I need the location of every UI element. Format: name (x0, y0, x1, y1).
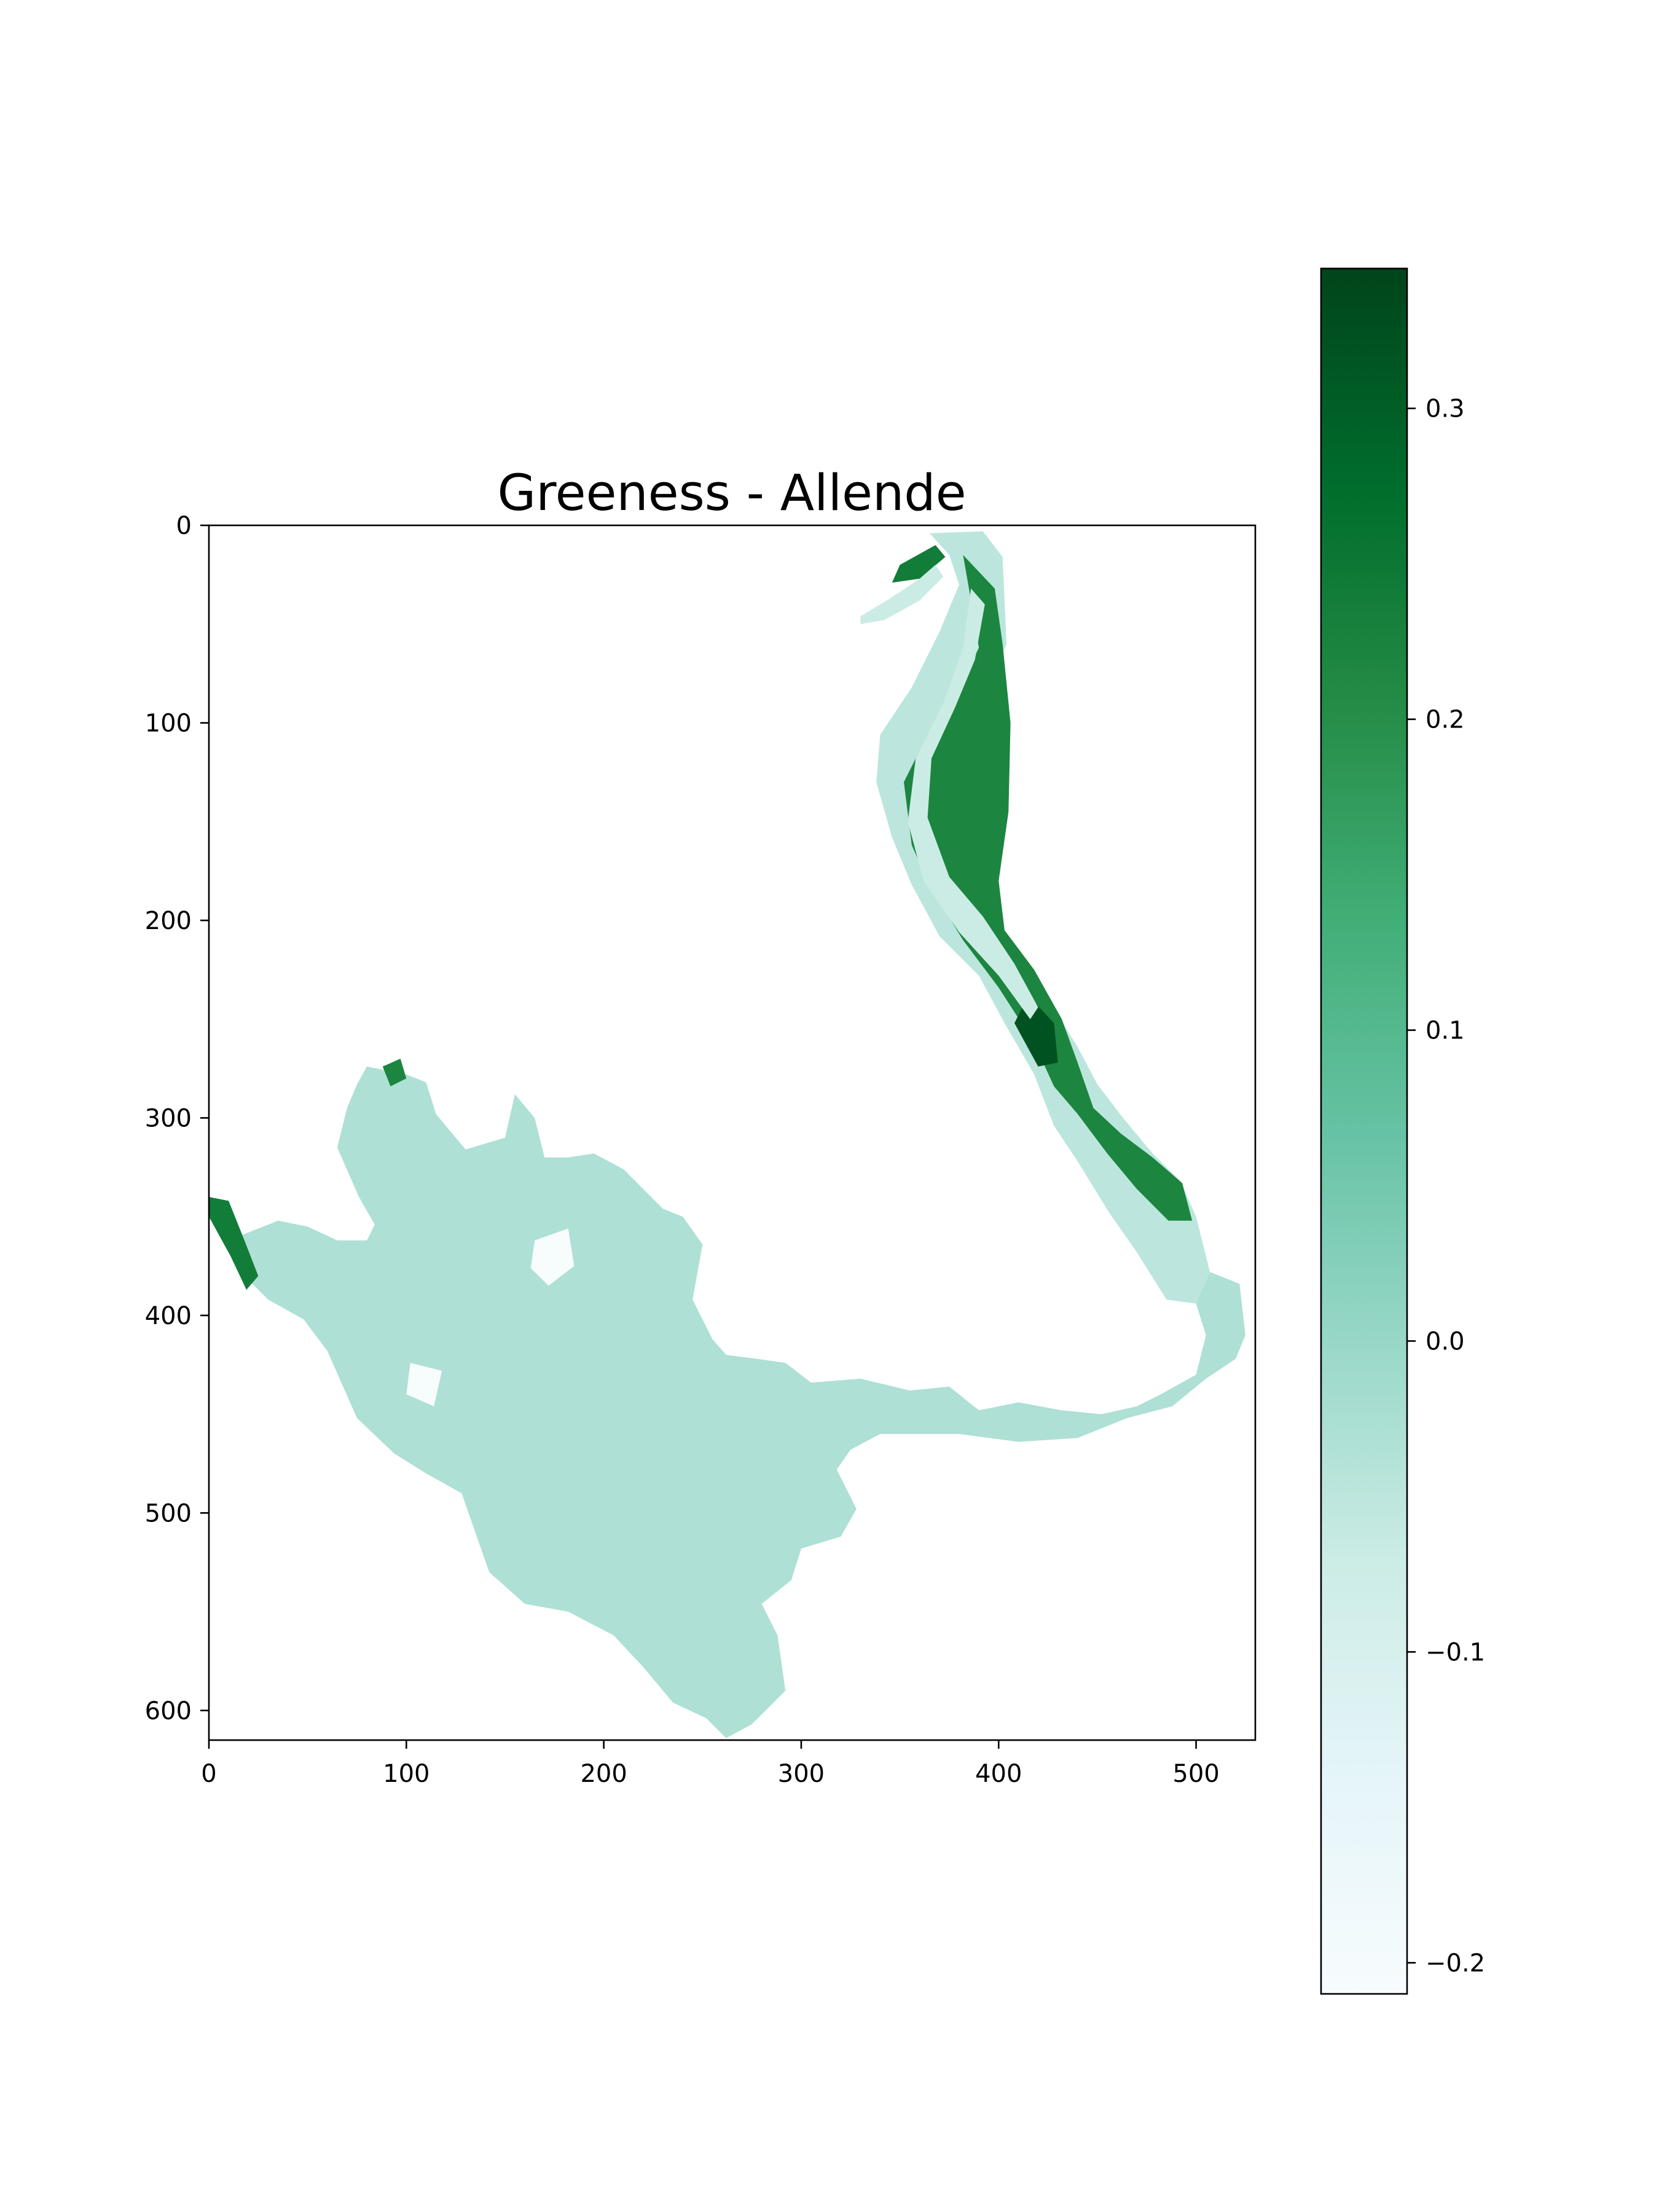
reservoir-body (229, 1066, 1245, 1738)
y-tick-label: 200 (145, 907, 192, 935)
y-tick-label: 500 (145, 1499, 192, 1528)
upper-left-light-strip (860, 565, 944, 624)
colorbar-tick-label: −0.1 (1426, 1638, 1485, 1666)
colorbar-axis: −0.2 −0.1 0.0 0.1 0.2 0.3 (1407, 395, 1485, 1977)
x-tick-label: 300 (778, 1760, 825, 1788)
left-edge-vegetation (209, 1197, 259, 1290)
x-tick-label: 200 (580, 1760, 627, 1788)
heatmap-regions (209, 531, 1245, 1738)
x-tick-label: 100 (383, 1760, 429, 1788)
colorbar-tick-label: 0.1 (1426, 1017, 1465, 1045)
y-tick-label: 400 (145, 1302, 192, 1330)
colorbar-tick-label: 0.0 (1426, 1328, 1465, 1356)
upper-wetland (904, 555, 1193, 1221)
y-tick-label: 0 (176, 512, 192, 540)
y-tick-label: 100 (145, 709, 192, 737)
river-inner-channel (908, 588, 1038, 1019)
reservoir-dry-patch-a (530, 1228, 575, 1286)
left-top-vegetation (382, 1059, 407, 1086)
x-tick-label: 500 (1172, 1760, 1219, 1788)
y-axis: 0 100 200 300 400 500 600 (145, 512, 209, 1725)
y-tick-label: 300 (145, 1104, 192, 1132)
chart-title: Greeness - Allende (497, 465, 966, 522)
colorbar-tick-label: 0.3 (1426, 395, 1465, 423)
colorbar-frame (1320, 267, 1408, 1995)
y-tick-label: 600 (145, 1697, 192, 1725)
x-tick-label: 0 (201, 1760, 216, 1788)
colorbar-tick-label: 0.2 (1426, 706, 1465, 734)
plot-frame (208, 524, 1257, 1741)
x-axis: 0 100 200 300 400 500 (201, 1740, 1220, 1788)
reservoir-dry-patch-b (406, 1363, 442, 1406)
colorbar-tick-label: −0.2 (1426, 1949, 1485, 1977)
dark-vegetation-patch (1014, 995, 1058, 1067)
x-tick-label: 400 (975, 1760, 1022, 1788)
upper-left-strip (892, 545, 946, 583)
colorbar (1321, 269, 1407, 1994)
